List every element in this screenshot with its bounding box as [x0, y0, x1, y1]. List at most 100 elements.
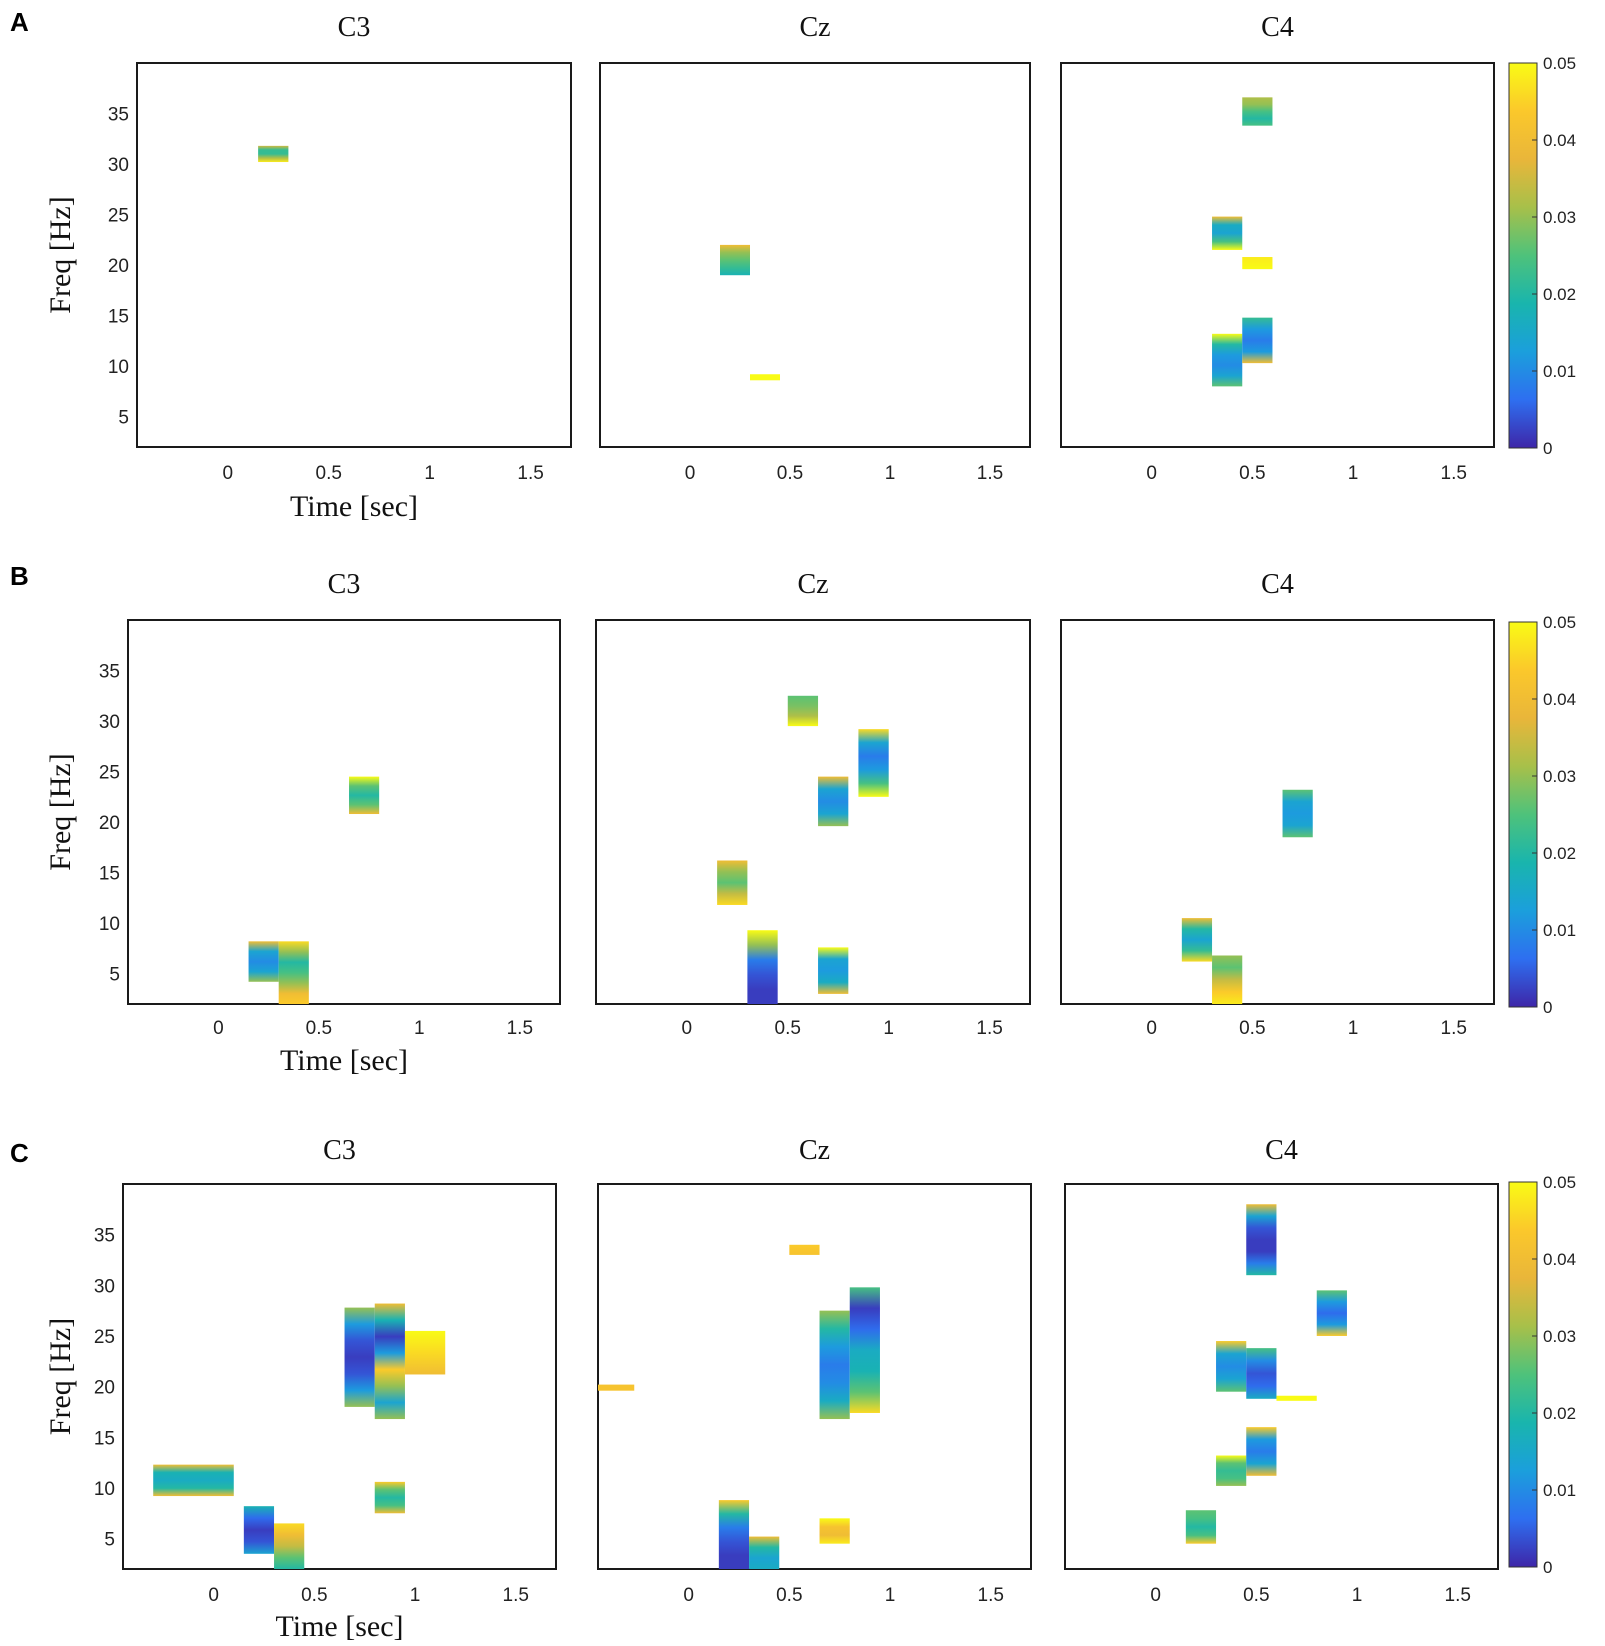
significance-cluster	[1181, 918, 1213, 962]
x-tick-label: 1.5	[1441, 463, 1467, 484]
x-tick-label: 0	[685, 463, 696, 484]
x-tick-label: 1	[410, 1585, 421, 1606]
panel-letter: A	[10, 7, 29, 37]
colorbar: 0 0.01 0.02 0.03 0.04 0.05	[1508, 613, 1576, 1017]
colorbar-tick-label: 0.03	[1543, 208, 1576, 227]
significance-cluster	[717, 860, 748, 905]
x-tick-label: 0.5	[316, 463, 342, 484]
y-tick-label: 5	[118, 408, 129, 429]
x-tick-label: 0	[223, 463, 234, 484]
significance-cluster	[749, 1536, 780, 1569]
significance-cluster	[818, 776, 849, 827]
subplot-title: Cz	[799, 12, 830, 43]
significance-cluster	[274, 1523, 305, 1569]
significance-cluster	[243, 1506, 275, 1554]
subplot-title: C4	[1261, 569, 1294, 600]
x-tick-label: 0	[683, 1585, 694, 1606]
x-tick-label: 1	[1348, 1018, 1359, 1039]
x-tick-label: 1.5	[503, 1585, 529, 1606]
colorbar: 0 0.01 0.02 0.03 0.04 0.05	[1508, 1173, 1576, 1577]
significance-cluster	[1212, 955, 1243, 1004]
significance-cluster	[718, 1500, 750, 1569]
significance-cluster	[789, 1244, 820, 1255]
x-tick-label: 0	[682, 1018, 693, 1039]
x-tick-label: 0.5	[1243, 1585, 1269, 1606]
y-tick-label: 10	[99, 914, 120, 935]
subplot-cz: Cz 0 0.5 1 1.5	[599, 12, 1031, 484]
y-axis-label: Freq [Hz]	[44, 196, 77, 313]
significance-cluster	[787, 695, 819, 727]
significance-cluster	[720, 244, 750, 276]
colorbar-tick-label: 0	[1543, 1558, 1552, 1577]
y-tick-label: 30	[108, 155, 129, 176]
significance-cluster	[858, 729, 889, 797]
subplot-title: C4	[1261, 12, 1294, 43]
significance-cluster	[1242, 317, 1273, 364]
significance-cluster	[819, 1310, 850, 1420]
y-tick-label: 20	[108, 256, 129, 277]
colorbar-tick-label: 0.05	[1543, 54, 1576, 73]
significance-cluster	[153, 1464, 234, 1497]
colorbar: 0 0.01 0.02 0.03 0.04 0.05	[1508, 54, 1576, 458]
x-tick-label: 0	[1150, 1585, 1161, 1606]
x-tick-label: 1	[885, 463, 896, 484]
y-tick-label: 15	[108, 307, 129, 328]
plot-area	[1060, 619, 1495, 1005]
colorbar-tick-label: 0.05	[1543, 613, 1576, 632]
subplot-c4: C4 0 0.5 1 1.5	[1060, 12, 1495, 484]
x-tick-label: 1	[883, 1018, 894, 1039]
y-tick-label: 25	[99, 763, 120, 784]
significance-cluster	[1246, 1427, 1277, 1476]
significance-cluster	[1216, 1341, 1247, 1392]
subplot-title: C3	[323, 1135, 356, 1166]
significance-cluster	[1276, 1395, 1317, 1401]
y-tick-label: 30	[94, 1276, 115, 1297]
plot-area	[136, 62, 572, 448]
x-tick-label: 0.5	[306, 1018, 332, 1039]
significance-cluster	[1212, 216, 1243, 250]
x-tick-label: 1.5	[517, 463, 543, 484]
x-axis-label: Time [sec]	[290, 490, 418, 523]
subplot-title: Cz	[799, 1135, 830, 1166]
subplot-title: C4	[1265, 1135, 1298, 1166]
x-tick-label: 0	[1146, 1018, 1157, 1039]
x-tick-label: 0.5	[1239, 1018, 1265, 1039]
x-tick-label: 1.5	[507, 1018, 533, 1039]
colorbar-tick-label: 0.04	[1543, 1250, 1576, 1269]
significance-cluster	[750, 374, 780, 381]
y-tick-label: 10	[94, 1479, 115, 1500]
significance-cluster	[747, 930, 778, 1004]
x-tick-label: 1.5	[1445, 1585, 1471, 1606]
colorbar-tick-label: 0.04	[1543, 690, 1576, 709]
subplot-cz: Cz 0 0.5 1 1.5	[597, 1135, 1032, 1606]
panel-letter: C	[10, 1138, 29, 1168]
y-tick-label: 25	[108, 206, 129, 227]
plot-area	[595, 619, 1031, 1005]
x-axis-label: Time [sec]	[280, 1044, 408, 1077]
significance-cluster	[1185, 1510, 1217, 1544]
x-tick-label: 1.5	[1441, 1018, 1467, 1039]
significance-cluster	[818, 947, 849, 994]
x-tick-label: 1	[1352, 1585, 1363, 1606]
subplot-c4: C4 0 0.5 1 1.5	[1064, 1135, 1499, 1606]
subplot-title: Cz	[797, 569, 828, 600]
significance-cluster	[1216, 1455, 1247, 1486]
x-tick-label: 1.5	[976, 1018, 1002, 1039]
y-tick-label: 25	[94, 1327, 115, 1348]
colorbar-tick-label: 0.01	[1543, 921, 1576, 940]
significance-cluster	[344, 1307, 375, 1407]
subplot-c4: C4 0 0.5 1 1.5	[1060, 569, 1495, 1039]
colorbar-tick-label: 0.02	[1543, 1404, 1576, 1423]
colorbar-gradient	[1508, 621, 1538, 1008]
significance-cluster	[1242, 257, 1273, 270]
y-tick-label: 5	[104, 1530, 115, 1551]
plot-area	[122, 1183, 557, 1570]
significance-cluster	[1316, 1290, 1347, 1336]
y-tick-label: 15	[94, 1428, 115, 1449]
colorbar-tick-label: 0.03	[1543, 767, 1576, 786]
y-axis-label: Freq [Hz]	[44, 753, 77, 870]
subplot-cz: Cz 0 0.5 1 1.5	[595, 569, 1031, 1039]
